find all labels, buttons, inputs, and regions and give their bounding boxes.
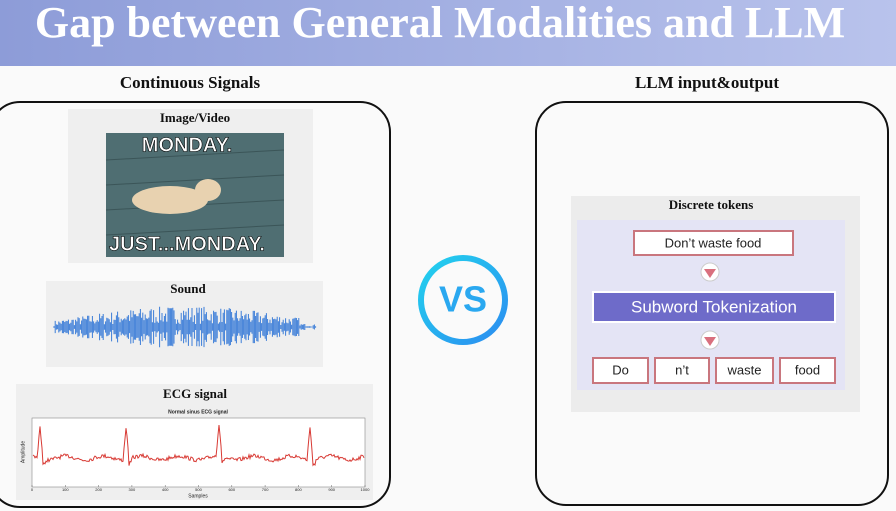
right-panel <box>535 101 889 506</box>
ecg-x-tick-label: 600 <box>228 487 235 492</box>
vs-badge <box>418 255 508 345</box>
ecg-x-tick-label: 1000 <box>361 487 371 492</box>
ecg-x-tick-label: 900 <box>328 487 335 492</box>
ecg-x-tick-label: 200 <box>95 487 102 492</box>
ecg-y-label: Amplitude <box>20 441 26 463</box>
arrow-1-head <box>704 269 716 278</box>
dog-head <box>195 179 221 201</box>
token-box <box>779 357 836 384</box>
dog-body <box>132 186 208 214</box>
vs-text: VS <box>439 279 487 320</box>
ecg-x-tick-label: 500 <box>195 487 202 492</box>
token-box <box>715 357 774 384</box>
ecg-label: ECG signal <box>163 386 227 401</box>
token-text: n’t <box>675 362 689 377</box>
left-heading: Continuous Signals <box>120 73 261 92</box>
ecg-x-tick-label: 400 <box>162 487 169 492</box>
meme-caption-top: MONDAY. <box>142 134 232 156</box>
waveform <box>53 306 317 348</box>
right-heading: LLM input&output <box>635 73 779 92</box>
title: Gap between General Modalities and LLM <box>35 0 845 47</box>
header-bar <box>0 0 896 66</box>
ecg-x-tick-label: 100 <box>62 487 69 492</box>
ecg-plot <box>31 417 366 488</box>
ecg-x-label: Samples <box>188 493 208 499</box>
ecg-trace <box>32 424 365 467</box>
process-box <box>592 291 836 323</box>
token-box <box>592 357 649 384</box>
token-box <box>654 357 710 384</box>
ecg-plot-title: Normal sinus ECG signal <box>168 409 228 415</box>
input-box <box>633 230 794 256</box>
token-text: food <box>795 362 820 377</box>
ecg-x-tick-label: 300 <box>129 487 136 492</box>
ecg-x-tick-label: 700 <box>262 487 269 492</box>
image-label: Image/Video <box>160 110 230 125</box>
token-text: waste <box>727 362 762 377</box>
meme-caption-bottom: JUST...MONDAY. <box>109 233 265 255</box>
process-text: Subword Tokenization <box>631 297 797 316</box>
ecg-x-tick-label: 800 <box>295 487 302 492</box>
token-row: Do n’t waste food <box>592 357 836 384</box>
token-text: Do <box>612 362 629 377</box>
arrow-2-head <box>704 337 716 346</box>
input-text: Don’t waste food <box>665 235 762 250</box>
sound-label: Sound <box>170 281 206 296</box>
tokens-card-title: Discrete tokens <box>669 197 754 212</box>
left-panel <box>0 101 391 508</box>
ecg-x-tick-label: 0 <box>31 487 34 492</box>
